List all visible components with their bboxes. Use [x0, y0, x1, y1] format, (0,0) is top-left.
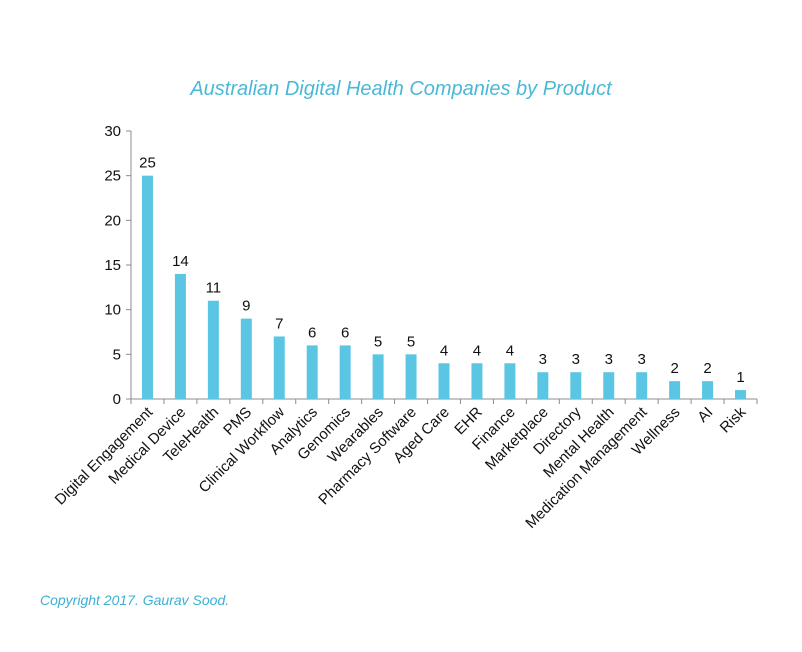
- data-label: 7: [275, 315, 283, 332]
- data-label: 4: [440, 342, 448, 359]
- y-tick-label: 20: [104, 212, 121, 229]
- data-label: 4: [506, 342, 514, 359]
- data-label: 4: [473, 342, 481, 359]
- data-label: 5: [374, 333, 382, 350]
- bar: [537, 372, 549, 399]
- bar: [504, 363, 516, 399]
- bar: [405, 354, 417, 399]
- data-label: 3: [638, 351, 646, 368]
- data-label: 2: [703, 360, 711, 377]
- bar: [669, 381, 681, 399]
- bar: [438, 363, 450, 399]
- chart-title: Australian Digital Health Companies by P…: [190, 78, 612, 100]
- data-label: 6: [341, 324, 349, 341]
- bar: [174, 273, 186, 399]
- y-tick-label: 15: [104, 257, 121, 274]
- category-label: AI: [694, 404, 716, 426]
- y-tick-label: 0: [113, 391, 121, 408]
- y-tick-label: 30: [104, 123, 121, 140]
- bar: [735, 390, 747, 399]
- bar: [603, 372, 615, 399]
- data-label: 2: [670, 360, 678, 377]
- bar: [207, 300, 219, 399]
- data-label: 25: [139, 155, 156, 172]
- data-label: 5: [407, 333, 415, 350]
- data-label: 3: [539, 351, 547, 368]
- bar: [570, 372, 582, 399]
- chart-axes: [126, 130, 758, 404]
- data-label: 9: [242, 298, 250, 315]
- bar: [273, 336, 285, 399]
- bar: [240, 318, 252, 399]
- bar: [471, 363, 483, 399]
- data-label: 3: [605, 351, 613, 368]
- y-tick-label: 5: [113, 346, 121, 363]
- data-label: 6: [308, 324, 316, 341]
- bar: [372, 354, 384, 399]
- data-label: 1: [736, 369, 744, 386]
- data-label: 11: [206, 280, 222, 297]
- y-tick-label: 10: [104, 302, 121, 319]
- bar: [306, 345, 318, 399]
- copyright-text: Copyright 2017. Gaurav Sood.: [40, 592, 230, 608]
- category-label: Risk: [717, 403, 750, 436]
- bar: [636, 372, 648, 399]
- data-label: 14: [172, 253, 189, 270]
- bar: [339, 345, 351, 399]
- bar: [702, 381, 714, 399]
- bar: [141, 175, 153, 399]
- chart-bars: [141, 175, 747, 399]
- data-label: 3: [572, 351, 580, 368]
- y-tick-label: 25: [104, 168, 121, 185]
